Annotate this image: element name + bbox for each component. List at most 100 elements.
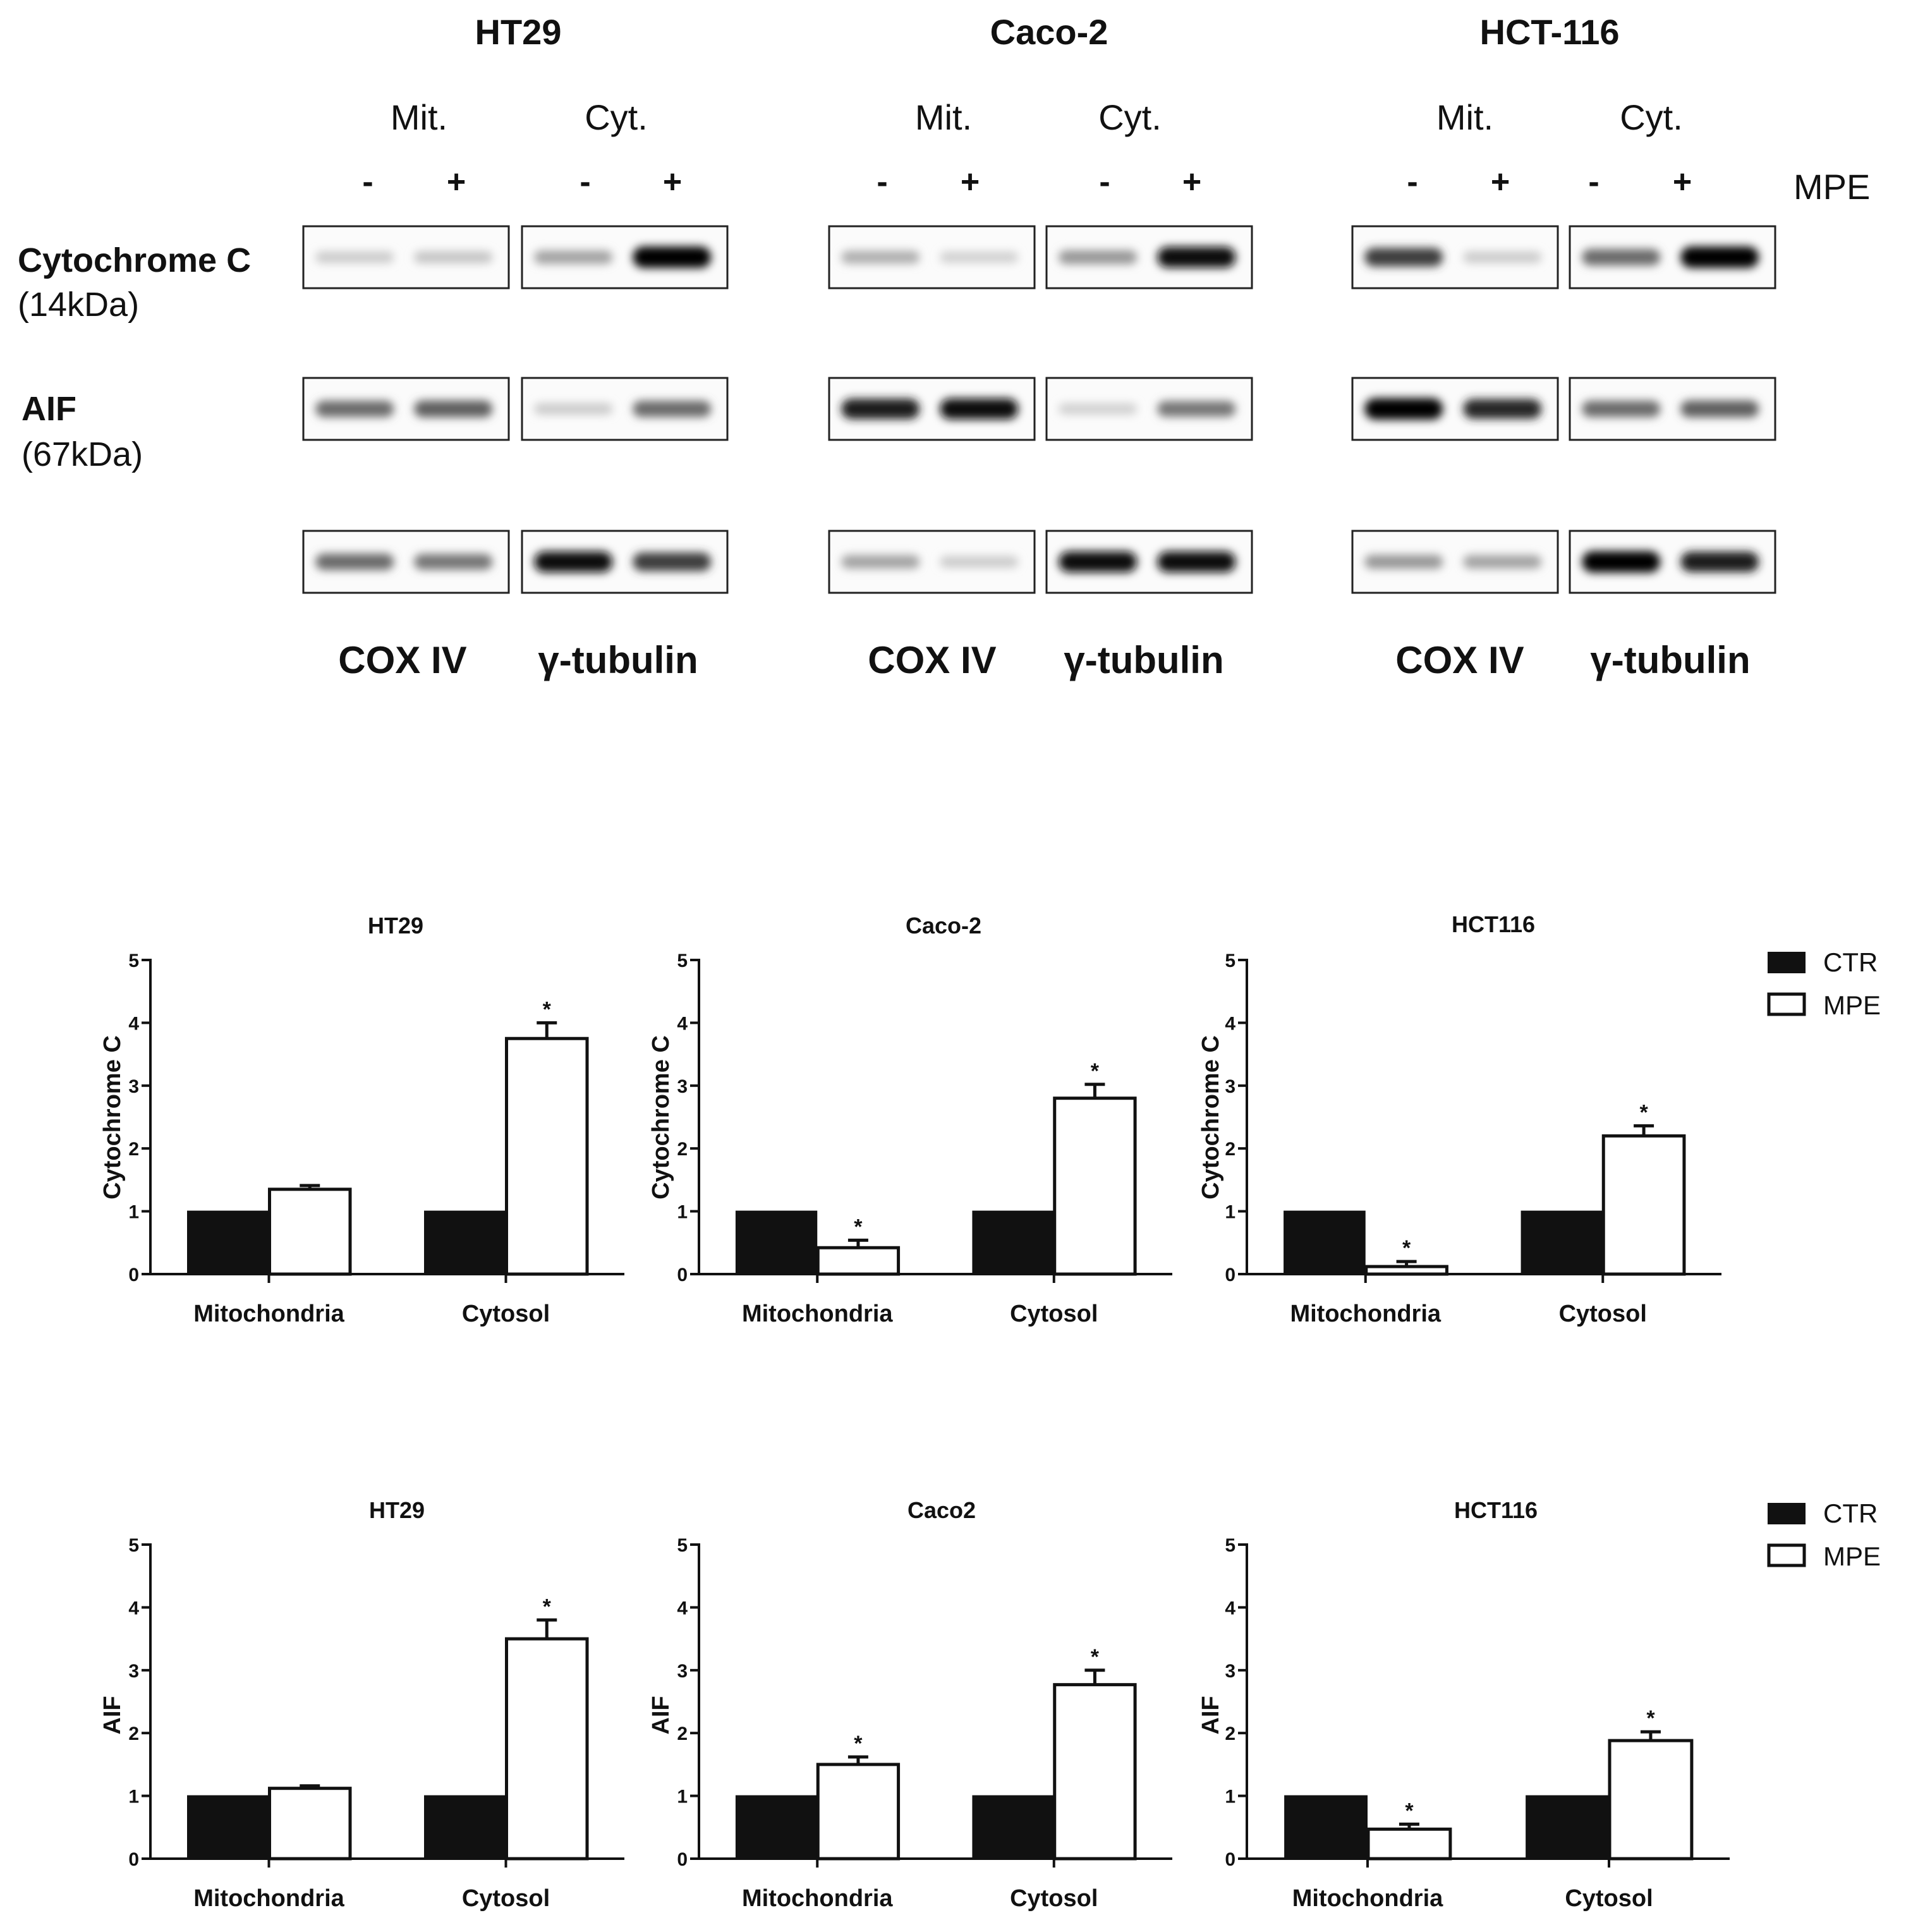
legend-bottom: CTR MPE: [1767, 1498, 1881, 1571]
significance-marker: *: [543, 997, 552, 1021]
treatment-sign: -: [1588, 164, 1599, 200]
bar-mpe: [816, 1246, 901, 1276]
blot-band: [841, 398, 920, 420]
bar-ctr: [424, 1795, 506, 1860]
treatment-sign: +: [1673, 164, 1692, 200]
bar-ctr: [424, 1210, 506, 1275]
y-tick-label: 5: [128, 951, 139, 971]
y-tick-label: 1: [677, 1787, 688, 1807]
x-tick-label: Mitochondria: [1292, 1885, 1443, 1912]
blot-lane-box: [302, 377, 510, 441]
fraction-label-cyt: Cyt.: [1620, 97, 1683, 137]
bar-ctr: [1284, 1210, 1366, 1275]
treatment-sign: +: [1491, 164, 1510, 200]
blot-band: [315, 401, 394, 417]
bar-mpe: [816, 1763, 901, 1861]
fraction-label-mit: Mit.: [1436, 97, 1493, 137]
chart-title: Caco-2: [906, 913, 981, 939]
bar-ctr: [1521, 1210, 1603, 1275]
x-tick-label: Cytosol: [1559, 1301, 1647, 1327]
y-tick-label: 2: [128, 1723, 139, 1744]
y-tick-label: 0: [1225, 1849, 1235, 1870]
bar-mpe: [268, 1787, 352, 1861]
significance-marker: *: [1405, 1799, 1414, 1823]
y-tick-label: 5: [1225, 1535, 1235, 1556]
blot-lane-box: [302, 225, 510, 289]
loading-control-gamma-tubulin: γ-tubulin: [538, 639, 698, 681]
significance-marker: *: [854, 1732, 863, 1756]
blot-band: [1582, 401, 1661, 417]
y-tick-label: 3: [1225, 1076, 1235, 1097]
y-axis-label: AIF: [99, 1696, 126, 1734]
significance-marker: *: [1639, 1100, 1648, 1124]
blot-lane-box: [1351, 225, 1559, 289]
legend-label-mpe: MPE: [1823, 1541, 1881, 1571]
blot-band: [1463, 399, 1542, 419]
y-tick-label: 4: [128, 1598, 139, 1619]
blot-lane-box: [1351, 530, 1559, 594]
significance-marker: *: [1091, 1059, 1100, 1083]
blot-title-hct116: HCT-116: [1480, 12, 1620, 52]
y-tick-label: 4: [1225, 1598, 1235, 1619]
bar-chart: Caco-2 Cytochrome C * Mitochondria * Cytosol 0…: [648, 913, 1172, 1327]
y-tick-label: 3: [1225, 1661, 1235, 1682]
loading-control-gamma-tubulin: γ-tubulin: [1590, 639, 1750, 681]
y-tick-label: 5: [128, 1535, 139, 1556]
y-tick-label: 2: [1225, 1139, 1235, 1160]
y-axis-label: Cytochrome C: [648, 1035, 674, 1200]
y-tick-label: 3: [128, 1076, 139, 1097]
blot-band: [1059, 403, 1138, 415]
bar-ctr: [187, 1210, 269, 1275]
legend-label-ctr: CTR: [1823, 947, 1878, 977]
blot-band: [1364, 398, 1443, 420]
y-tick-label: 4: [1225, 1013, 1235, 1034]
blot-title-caco2: Caco-2: [990, 12, 1108, 52]
blot-band: [534, 250, 613, 264]
y-tick-label: 5: [677, 951, 688, 971]
y-tick-label: 5: [677, 1535, 688, 1556]
significance-marker: *: [1402, 1236, 1411, 1260]
y-tick-label: 1: [677, 1202, 688, 1223]
blot-lane-box: [1045, 377, 1253, 441]
treatment-sign: +: [1182, 164, 1201, 200]
chart-title: HCT116: [1452, 911, 1535, 937]
treatment-sign: +: [961, 164, 980, 200]
x-tick-label: Mitochondria: [742, 1301, 893, 1327]
blot-band: [1582, 551, 1661, 573]
legend-top: CTR MPE: [1767, 947, 1881, 1020]
bar-ctr: [972, 1210, 1054, 1275]
bar-ctr: [1284, 1795, 1368, 1860]
blot-lane-box: [1569, 225, 1776, 289]
treatment-sign: -: [1407, 164, 1417, 200]
bar-mpe: [505, 1637, 589, 1861]
western-blot-panel: HT29 Caco-2 HCT-116 Mit. Cyt. Mit. Cyt. …: [18, 12, 1870, 681]
chart-title: HCT116: [1454, 1497, 1538, 1523]
blot-band: [1680, 400, 1759, 418]
blot-band: [315, 251, 394, 264]
blot-band: [534, 551, 613, 573]
blot-band: [414, 400, 493, 418]
loading-control-gamma-tubulin: γ-tubulin: [1064, 639, 1223, 681]
y-tick-label: 1: [128, 1202, 139, 1223]
row-mw-aif: (67kDa): [21, 435, 143, 473]
bar-ctr: [735, 1210, 818, 1275]
x-tick-label: Mitochondria: [742, 1885, 893, 1912]
blot-lane-box: [1351, 377, 1559, 441]
y-tick-label: 0: [128, 1265, 139, 1285]
x-tick-label: Cytosol: [462, 1885, 550, 1912]
blot-lane-box: [828, 225, 1036, 289]
x-tick-label: Cytosol: [462, 1301, 550, 1327]
blot-band: [633, 246, 712, 268]
legend-swatch-ctr: [1768, 952, 1806, 973]
blot-band: [633, 552, 712, 571]
bar-ctr: [972, 1795, 1054, 1860]
blot-band: [534, 403, 613, 415]
significance-marker: *: [543, 1595, 552, 1619]
blot-title-ht29: HT29: [475, 12, 562, 52]
y-tick-label: 0: [1225, 1265, 1235, 1285]
blot-band: [414, 251, 493, 264]
y-tick-label: 2: [1225, 1723, 1235, 1744]
treatment-sign: +: [663, 164, 682, 200]
y-tick-label: 0: [677, 1265, 688, 1285]
loading-control-cox-iv: COX IV: [1395, 639, 1524, 681]
